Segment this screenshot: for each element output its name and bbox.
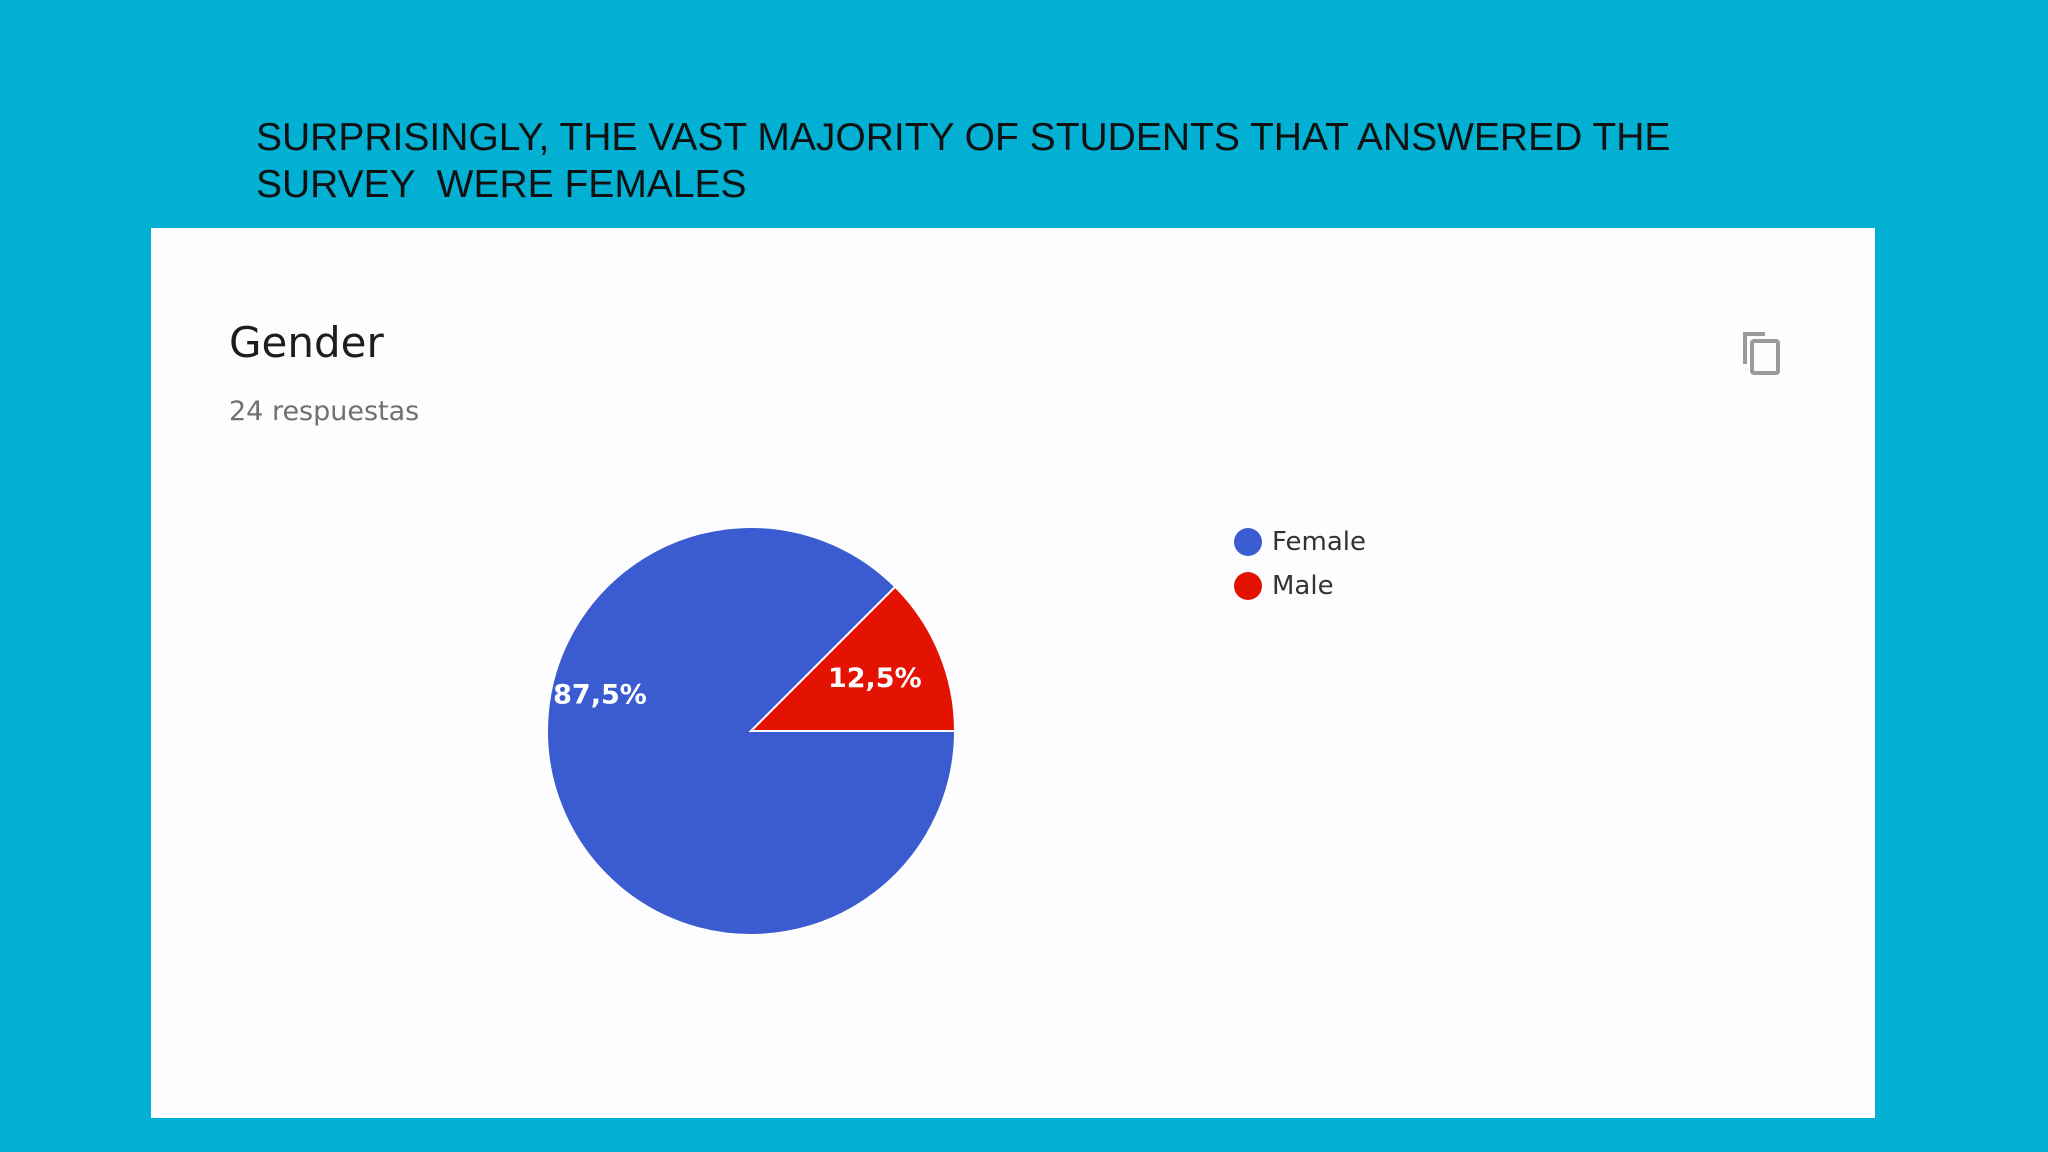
copy-icon[interactable] <box>1739 328 1783 378</box>
legend-item-female: Female <box>1234 520 1366 564</box>
chart-legend: Female Male <box>1234 520 1366 608</box>
response-count: 24 respuestas <box>229 396 420 427</box>
survey-result-card: Gender 24 respuestas 12,5% 87,5% Female M… <box>151 228 1875 1118</box>
legend-item-male: Male <box>1234 564 1366 608</box>
legend-label-male: Male <box>1272 571 1334 601</box>
headline-line-1: SURPRISINGLY, THE VAST MAJORITY OF STUDE… <box>256 116 1671 159</box>
pie-label-female: 87,5% <box>553 680 647 711</box>
headline-line-2: SURVEY WERE FEMALES <box>256 163 747 206</box>
legend-label-female: Female <box>1272 527 1367 557</box>
pie-slice-male <box>748 585 957 732</box>
slide-headline: SURPRISINGLY, THE VAST MAJORITY OF STUDE… <box>256 114 1816 208</box>
question-title: Gender <box>229 318 384 367</box>
pie-label-male: 12,5% <box>828 663 922 694</box>
pie-chart: 12,5% 87,5% <box>546 526 957 936</box>
legend-swatch-female <box>1234 528 1262 556</box>
legend-swatch-male <box>1234 572 1262 600</box>
